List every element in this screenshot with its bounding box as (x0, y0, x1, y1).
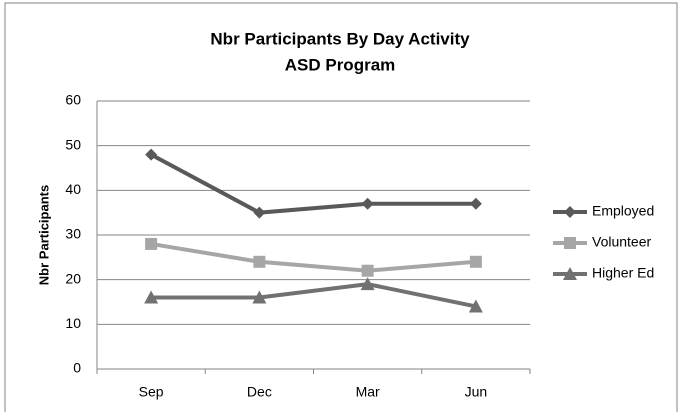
y-tick-label: 20 (65, 270, 81, 286)
marker (144, 290, 159, 304)
x-tick-label: Jun (465, 384, 488, 400)
chart-title: Nbr Participants By Day Activity (210, 29, 470, 48)
marker (468, 299, 483, 313)
series-line (150, 152, 476, 215)
marker (253, 206, 266, 219)
y-tick-label: 0 (73, 360, 81, 376)
marker (145, 237, 158, 250)
y-tick-label: 40 (65, 181, 81, 197)
marker (361, 264, 374, 277)
legend-label: Volunteer (592, 234, 651, 250)
marker (564, 237, 576, 249)
marker (469, 197, 482, 210)
marker (252, 290, 267, 304)
marker (253, 255, 266, 268)
marker (360, 277, 375, 291)
y-tick-label: 30 (65, 226, 81, 242)
x-tick-label: Mar (356, 384, 380, 400)
y-tick-label: 10 (65, 315, 81, 331)
x-tick-label: Sep (139, 384, 164, 400)
marker (563, 267, 577, 280)
y-tick-label: 60 (65, 92, 81, 108)
legend-label: Higher Ed (592, 265, 654, 281)
x-tick-label: Dec (247, 384, 272, 400)
series-line (151, 282, 477, 309)
marker (361, 197, 374, 210)
series-line (150, 241, 477, 273)
y-axis-label: Nbr Participants (36, 185, 51, 285)
marker (145, 148, 158, 161)
y-tick-label: 50 (65, 136, 81, 152)
chart-subtitle: ASD Program (285, 55, 396, 74)
marker (564, 206, 576, 218)
legend-label: Employed (592, 203, 654, 219)
marker (469, 255, 482, 268)
